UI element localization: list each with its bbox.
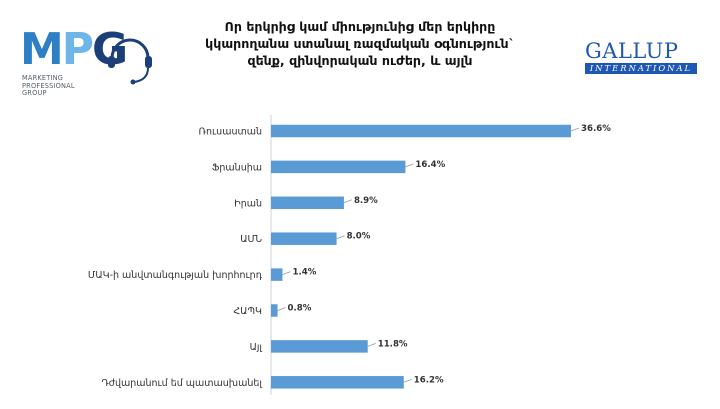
value-label: 8.0% [347,232,371,242]
leader-line [282,271,291,275]
category-label: ԱՄՆ [240,234,262,245]
title-line: զենք, զինվորական ուժեր, և այլն [247,53,473,68]
leader-line [367,343,376,347]
value-label: 8.9% [354,196,378,206]
mpg-logo: MPG MARKETING PROFESSIONAL GROUP [20,18,152,118]
title-line: Որ երկրից կամ միությունից մեր երկիրը [224,19,496,34]
category-label: ՄԱԿ-ի անվտանգության խորհուրդ [88,270,263,281]
mpg-subtitle-line: GROUP [22,89,47,98]
leader-line [336,235,345,240]
bar [271,196,344,210]
leader-line [403,378,412,383]
title-line: կկարողանա ստանալ ռազմական օգնություն` [205,36,515,51]
leader-line [343,199,353,204]
leader-line [405,163,414,168]
category-label: Իրան [234,198,262,209]
bar [271,268,283,281]
category-label: Այլ [250,342,263,353]
value-label: 0.8% [288,304,312,314]
bar [271,124,571,138]
value-label: 36.6% [581,124,611,134]
leader-line [570,127,580,132]
gallup-logo-tagline: INTERNATIONAL [585,63,697,74]
chart-title: Որ երկրից կամ միությունից մեր երկիրը կկա… [175,18,545,69]
category-label: Ռուսաստան [199,127,263,138]
value-label: 16.4% [415,160,445,170]
bar [271,160,406,174]
leader-line [277,307,286,311]
mpg-subtitle-line: PROFESSIONAL [22,81,75,90]
mpg-letter-p: P [61,24,94,75]
category-label: ՀԱՊԿ [233,306,262,317]
bar [271,304,278,317]
category-label: Դժվարանում եմ պատասխանել [102,378,263,389]
bar [271,232,337,245]
mpg-subtitle-line: MARKETING [22,74,64,82]
mpg-logo-letters: MPG [20,24,128,75]
mpg-logo-subtitle: MARKETING PROFESSIONAL GROUP [22,74,75,98]
value-label: 1.4% [292,268,316,278]
mpg-letter-m: M [20,24,64,75]
gallup-logo-name: GALLUP [585,39,679,63]
headset-icon [108,38,152,85]
value-label: 11.8% [378,339,408,349]
bar [271,340,368,353]
bar-chart: Ռուսաստան 36.6% Ֆրանսիա 16.4% Իրան 8.9% ԱՄՆ 8.0… [88,115,611,395]
gallup-logo: GALLUP INTERNATIONAL [585,40,697,74]
category-label: Ֆրանսիա [212,162,262,173]
value-label: 16.2% [414,375,444,385]
bar [271,376,404,389]
